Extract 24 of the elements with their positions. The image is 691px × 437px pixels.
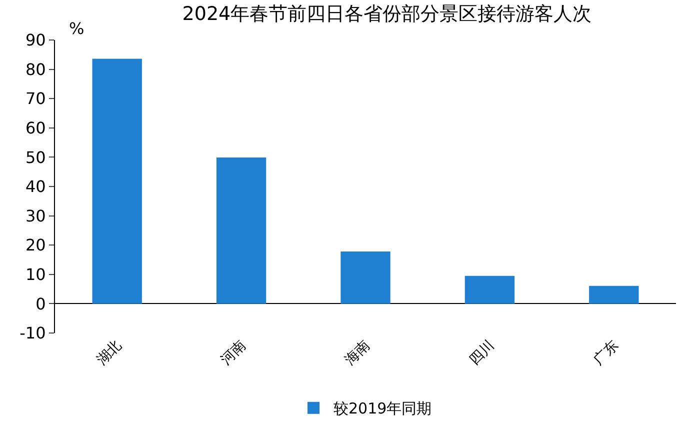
y-tick-label: 30 <box>25 206 46 226</box>
bar <box>464 276 515 304</box>
y-axis-title: % <box>69 19 84 38</box>
y-tick-label: 90 <box>25 30 46 50</box>
bar <box>216 157 266 304</box>
legend-label: 较2019年同期 <box>334 400 432 418</box>
y-tick-label: 60 <box>25 118 46 138</box>
x-tick-label: 广东 <box>590 337 622 369</box>
chart-title: 2024年春节前四日各省份部分景区接待游客人次 <box>182 2 592 25</box>
x-tick-label: 海南 <box>342 337 374 369</box>
y-tick-label: -10 <box>20 324 46 343</box>
y-tick-label: 10 <box>25 265 46 284</box>
y-tick-label: 50 <box>25 148 46 167</box>
y-tick-label: 40 <box>25 177 46 196</box>
x-tick-label: 四川 <box>466 337 498 369</box>
bar <box>340 252 390 304</box>
bar <box>589 286 639 304</box>
y-tick-label: 20 <box>25 236 46 255</box>
x-tick-label: 河南 <box>218 337 250 369</box>
y-tick-label: 80 <box>25 60 46 79</box>
y-tick-label: 70 <box>25 89 46 108</box>
y-tick-label: 0 <box>36 294 46 314</box>
x-tick-label: 湖北 <box>94 337 125 369</box>
bar <box>92 58 142 304</box>
